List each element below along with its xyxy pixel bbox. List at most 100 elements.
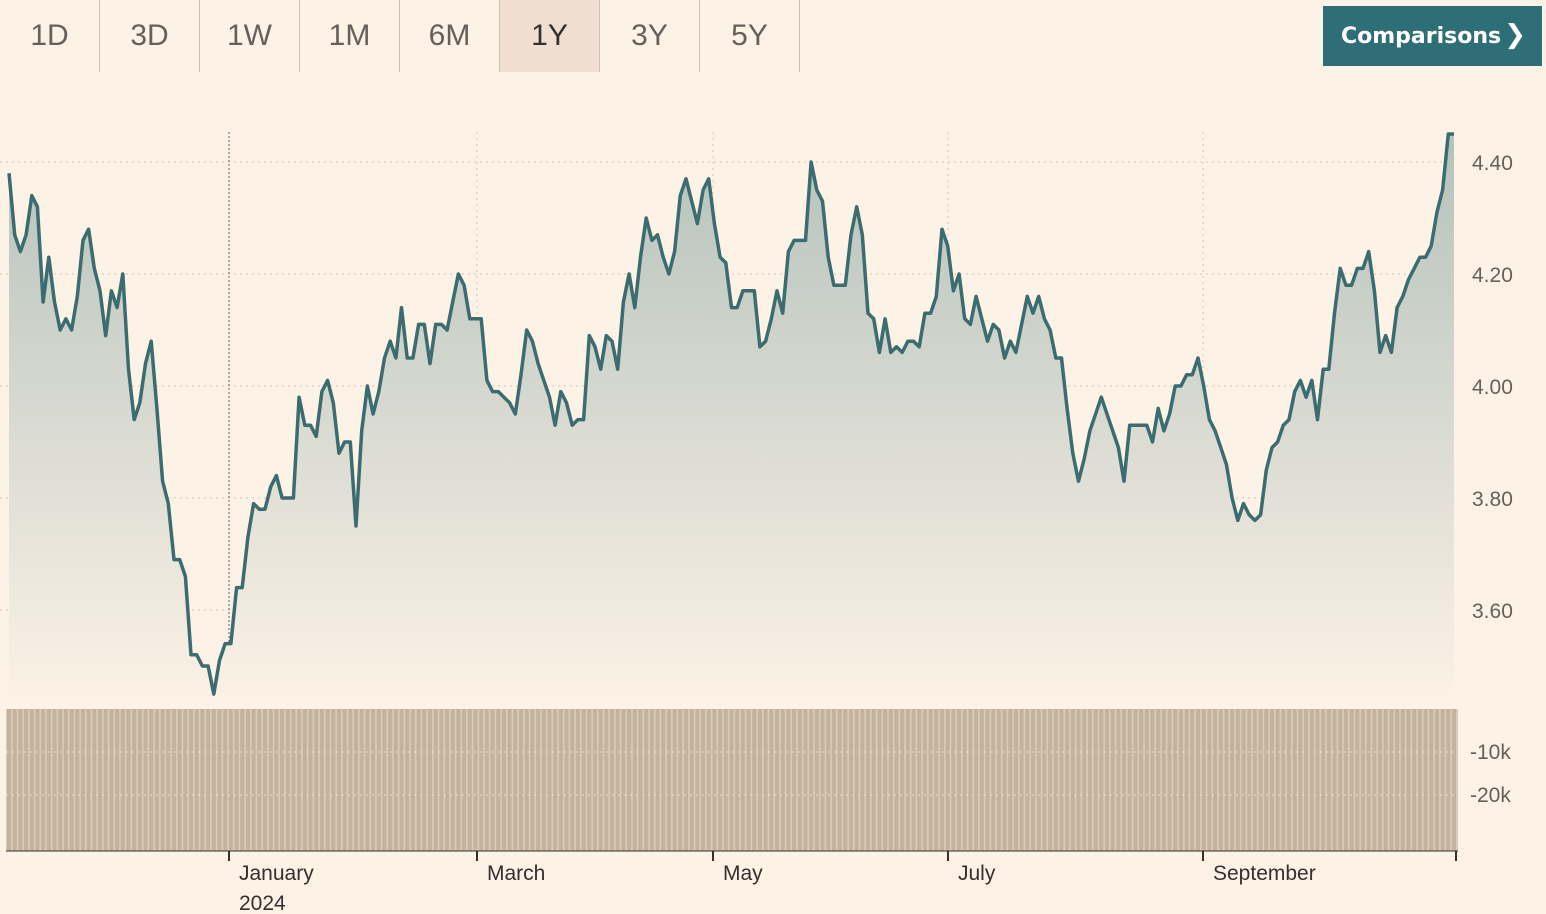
volume-bar <box>996 709 1001 851</box>
price-line <box>7 132 1454 696</box>
price-point <box>1374 290 1375 291</box>
volume-bar <box>979 709 984 851</box>
price-point <box>475 318 476 319</box>
volume-bar <box>29 709 34 851</box>
volume-bar <box>12 709 17 851</box>
volume-bar <box>718 709 723 851</box>
price-point <box>1203 386 1204 387</box>
price-point <box>833 285 834 286</box>
price-point <box>367 386 368 387</box>
volume-bar <box>1042 709 1047 851</box>
price-point <box>1380 352 1381 353</box>
price-point <box>1089 430 1090 431</box>
volume-bar <box>462 709 467 851</box>
price-point <box>674 251 675 252</box>
price-point <box>862 234 863 235</box>
price-point <box>1192 374 1193 375</box>
price-point <box>179 559 180 560</box>
price-point <box>981 318 982 319</box>
price-point <box>492 391 493 392</box>
volume-bar <box>530 709 535 851</box>
tab-5y[interactable]: 5Y <box>700 0 800 72</box>
volume-bar <box>393 709 398 851</box>
volume-bar <box>18 709 23 851</box>
price-point <box>1351 285 1352 286</box>
volume-bar <box>1395 709 1400 851</box>
price-point <box>805 240 806 241</box>
price-point <box>515 414 516 415</box>
volume-bar <box>427 709 432 851</box>
volume-bar <box>1201 709 1206 851</box>
volume-bar <box>604 709 609 851</box>
y-tick-label: 4.20 <box>1472 264 1513 287</box>
x-tick-label: May <box>723 862 763 885</box>
price-point <box>594 346 595 347</box>
volume-bar <box>1275 709 1280 851</box>
price-point <box>913 341 914 342</box>
volume-bar <box>115 709 120 851</box>
price-point <box>1135 425 1136 426</box>
tab-1y[interactable]: 1Y <box>500 0 600 72</box>
volume-bar <box>1360 709 1365 851</box>
price-point <box>759 346 760 347</box>
volume-bar <box>934 709 939 851</box>
volume-bar <box>433 709 438 851</box>
price-point <box>1044 318 1045 319</box>
volume-bar <box>285 709 290 851</box>
tab-1m[interactable]: 1M <box>300 0 400 72</box>
volume-bar <box>450 709 455 851</box>
volume-bar <box>911 709 916 851</box>
price-point <box>338 453 339 454</box>
volume-bar <box>274 709 279 851</box>
volume-bar <box>251 709 256 851</box>
price-point <box>1055 358 1056 359</box>
volume-bar <box>1423 709 1428 851</box>
price-point <box>54 302 55 303</box>
price-point <box>1015 352 1016 353</box>
tab-1d[interactable]: 1D <box>0 0 100 72</box>
price-point <box>247 537 248 538</box>
price-point <box>1311 380 1312 381</box>
price-point <box>242 587 243 588</box>
volume-bar <box>86 709 91 851</box>
price-point <box>20 251 21 252</box>
price-point <box>697 223 698 224</box>
price-point <box>82 240 83 241</box>
price-point <box>663 257 664 258</box>
price-point <box>253 503 254 504</box>
price-point <box>1141 425 1142 426</box>
tab-6m[interactable]: 6M <box>400 0 500 72</box>
volume-bar <box>649 709 654 851</box>
comparisons-button[interactable]: Comparisons ❯ <box>1323 6 1542 66</box>
volume-bar <box>376 709 381 851</box>
price-point <box>162 481 163 482</box>
volume-bar <box>951 709 956 851</box>
price-point <box>401 307 402 308</box>
price-point <box>219 660 220 661</box>
price-point <box>657 234 658 235</box>
price-point <box>1112 430 1113 431</box>
volume-bar <box>1013 709 1018 851</box>
volume-bar <box>683 709 688 851</box>
volume-bar <box>1224 709 1229 851</box>
volume-bar <box>1269 709 1274 851</box>
tab-1w[interactable]: 1W <box>200 0 300 72</box>
price-point <box>924 313 925 314</box>
price-point <box>634 307 635 308</box>
volume-bar <box>35 709 40 851</box>
x-axis: January 2024 March May July September <box>6 850 1458 914</box>
tab-3d[interactable]: 3D <box>100 0 200 72</box>
volume-bar <box>553 709 558 851</box>
volume-bar <box>1048 709 1053 851</box>
volume-bar <box>371 709 376 851</box>
price-point <box>907 341 908 342</box>
price-point <box>879 352 880 353</box>
volume-bar <box>519 709 524 851</box>
price-area-fill <box>9 134 1454 708</box>
volume-bar <box>257 709 262 851</box>
volume-bar <box>58 709 63 851</box>
tab-3y[interactable]: 3Y <box>600 0 700 72</box>
volume-bar <box>723 709 728 851</box>
volume-bar <box>1076 709 1081 851</box>
price-point <box>993 324 994 325</box>
